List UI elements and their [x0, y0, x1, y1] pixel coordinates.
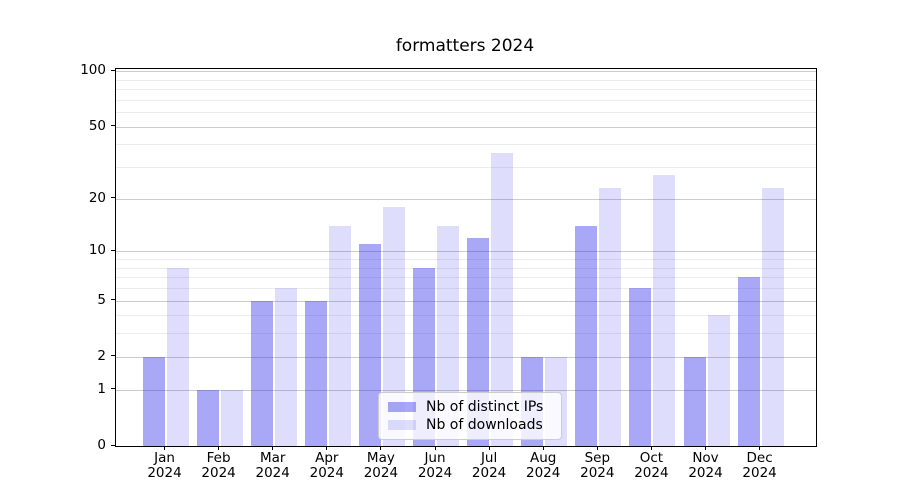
- gridline-minor-60: [116, 112, 816, 114]
- gridline-minor-6: [116, 288, 816, 289]
- x-tick-label-jul-2024: Jul 2024: [471, 450, 507, 481]
- gridline-minor-30: [116, 167, 816, 169]
- y-tick-label-2: 2: [97, 347, 106, 364]
- x-tick-label-mar-2024: Mar 2024: [255, 450, 290, 481]
- gridline-minor-8: [116, 267, 816, 269]
- y-tickmark-5: [111, 299, 115, 300]
- gridline-minor-3: [116, 333, 816, 335]
- bar-distinct-ips-sep-2024: [575, 226, 598, 446]
- bar-downloads-jun-2024: [437, 226, 459, 446]
- bar-distinct-ips-mar-2024: [250, 300, 273, 446]
- gridline-major-10: [116, 251, 816, 253]
- x-tickmark-jun-2024: [434, 446, 436, 450]
- x-tickmark-nov-2024: [705, 446, 706, 450]
- gridline-minor-4: [116, 315, 816, 317]
- legend-swatch-distinct-ips-icon: [388, 402, 416, 412]
- x-tickmark-jan-2024: [164, 446, 165, 450]
- bar-downloads-oct-2024: [653, 175, 676, 446]
- bar-downloads-mar-2024: [274, 288, 297, 446]
- y-tick-label-0: 0: [97, 437, 106, 453]
- gridline-major-5: [116, 300, 816, 302]
- x-tick-label-feb-2024: Feb 2024: [201, 450, 236, 481]
- y-tickmark-50: [111, 125, 115, 127]
- bar-distinct-ips-oct-2024: [629, 288, 652, 446]
- y-tickmark-0: [111, 444, 115, 446]
- bar-distinct-ips-jan-2024: [142, 356, 165, 446]
- gridline-minor-80: [116, 89, 816, 91]
- bar-downloads-nov-2024: [707, 315, 730, 446]
- bar-downloads-jan-2024: [166, 267, 189, 446]
- legend-item-distinct-ips: Nb of distinct IPs: [388, 399, 552, 415]
- bar-downloads-sep-2024: [599, 187, 622, 446]
- legend-swatch-downloads-icon: [388, 420, 416, 430]
- y-tickmark-1: [111, 388, 115, 390]
- y-tick-label-10: 10: [88, 242, 106, 259]
- x-tickmark-apr-2024: [326, 446, 328, 450]
- bar-downloads-feb-2024: [220, 389, 243, 446]
- y-tickmark-100: [111, 69, 115, 71]
- plot-area: [115, 68, 817, 447]
- bar-distinct-ips-may-2024: [358, 244, 381, 446]
- y-tickmark-10: [111, 249, 115, 251]
- x-tick-label-aug-2024: Aug 2024: [526, 450, 561, 481]
- bar-downloads-may-2024: [382, 206, 405, 446]
- chart-title: formatters 2024: [395, 36, 535, 56]
- y-tickmark-20: [111, 197, 115, 199]
- gridline-minor-7: [116, 277, 816, 279]
- y-tick-label-5: 5: [97, 291, 106, 308]
- x-tickmark-jul-2024: [488, 446, 490, 450]
- bar-downloads-dec-2024: [761, 187, 784, 446]
- gridline-minor-40: [116, 144, 816, 146]
- gridline-major-2: [116, 356, 816, 358]
- bar-distinct-ips-dec-2024: [737, 277, 760, 446]
- x-tick-label-oct-2024: Oct 2024: [634, 450, 669, 481]
- legend-label-downloads: Nb of downloads: [426, 417, 543, 433]
- x-tickmark-dec-2024: [759, 446, 761, 450]
- y-tickmark-2: [111, 355, 115, 357]
- legend-item-downloads: Nb of downloads: [388, 417, 552, 433]
- x-tick-label-jun-2024: Jun 2024: [417, 450, 453, 481]
- bar-distinct-ips-apr-2024: [304, 300, 327, 446]
- x-tickmark-feb-2024: [218, 446, 220, 450]
- gridline-minor-9: [116, 259, 816, 260]
- legend-label-distinct-ips: Nb of distinct IPs: [426, 399, 544, 415]
- y-tick-label-20: 20: [88, 189, 106, 206]
- x-tickmark-mar-2024: [272, 446, 274, 450]
- gridline-minor-90: [116, 79, 816, 81]
- bar-downloads-apr-2024: [328, 226, 351, 446]
- bar-downloads-jul-2024: [491, 152, 514, 446]
- gridline-major-1: [116, 389, 816, 391]
- y-tick-label-1: 1: [97, 380, 106, 397]
- y-tick-label-100: 100: [80, 62, 106, 79]
- x-tick-label-jan-2024: Jan 2024: [147, 450, 182, 481]
- x-tick-label-may-2024: May 2024: [363, 450, 399, 481]
- gridline-minor-70: [116, 99, 816, 101]
- x-tick-label-dec-2024: Dec 2024: [742, 450, 777, 481]
- x-tick-label-apr-2024: Apr 2024: [309, 450, 344, 481]
- gridline-major-20: [116, 198, 816, 200]
- x-tick-label-nov-2024: Nov 2024: [688, 450, 723, 481]
- x-tick-label-sep-2024: Sep 2024: [580, 450, 615, 481]
- gridline-major-100: [116, 71, 816, 73]
- x-tickmark-aug-2024: [542, 446, 544, 450]
- gridline-major-50: [116, 126, 816, 128]
- bar-distinct-ips-feb-2024: [196, 389, 219, 446]
- x-tickmark-sep-2024: [596, 446, 598, 450]
- y-tick-label-50: 50: [88, 117, 106, 134]
- bar-distinct-ips-nov-2024: [683, 356, 706, 446]
- x-tickmark-oct-2024: [650, 446, 652, 450]
- legend: Nb of distinct IPs Nb of downloads: [378, 392, 562, 440]
- x-tickmark-may-2024: [380, 446, 382, 450]
